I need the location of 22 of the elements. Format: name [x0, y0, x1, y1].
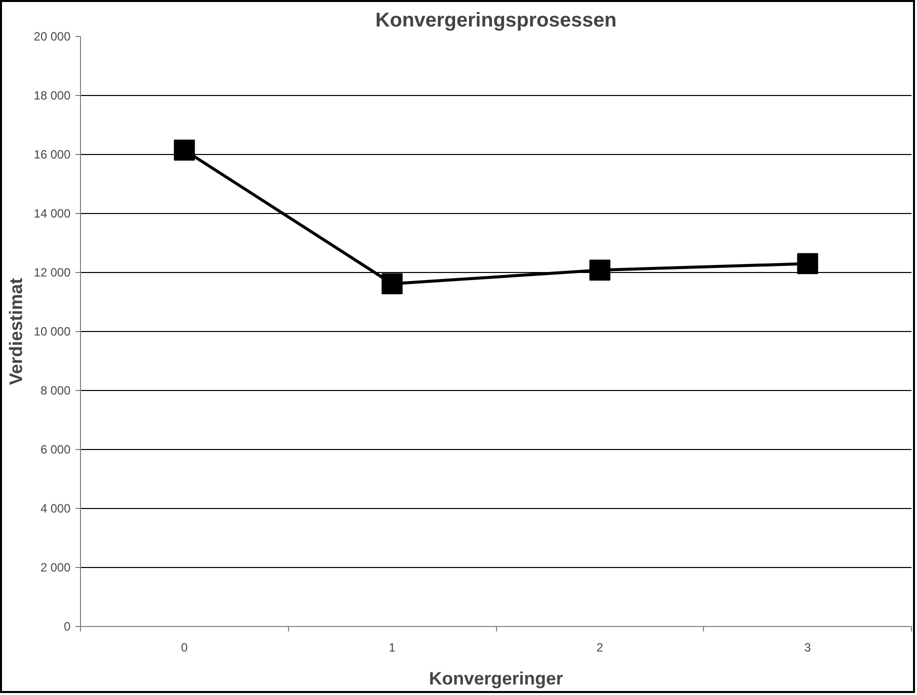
y-tick-label: 8 000	[40, 384, 71, 398]
point	[797, 253, 818, 274]
x-tick-label: 1	[388, 640, 396, 654]
y-tick-label: 14 000	[34, 206, 71, 220]
y-tick-label: 16 000	[34, 148, 71, 162]
x-tick-label: 3	[804, 640, 812, 654]
y-axis-title: Verdiestimat	[6, 278, 26, 386]
y-tick-label: 2 000	[40, 560, 71, 574]
x-tick-label: 2	[596, 640, 604, 654]
y-tick-label: 6 000	[40, 442, 71, 456]
y-tick-label: 20 000	[34, 30, 71, 44]
x-axis-title: Konvergeringer	[428, 668, 564, 688]
y-tick-label: 4 000	[40, 502, 71, 516]
y-tick-label: 10 000	[34, 324, 71, 338]
y-tick-label: 18 000	[34, 88, 71, 102]
point	[589, 260, 610, 281]
y-tick-label: 12 000	[34, 266, 71, 280]
y-tick-label: 0	[64, 620, 71, 634]
chart-title: Konvergeringsprosessen	[375, 10, 617, 32]
x-tick-label: 0	[181, 640, 188, 654]
point	[382, 273, 403, 294]
point	[174, 140, 195, 161]
